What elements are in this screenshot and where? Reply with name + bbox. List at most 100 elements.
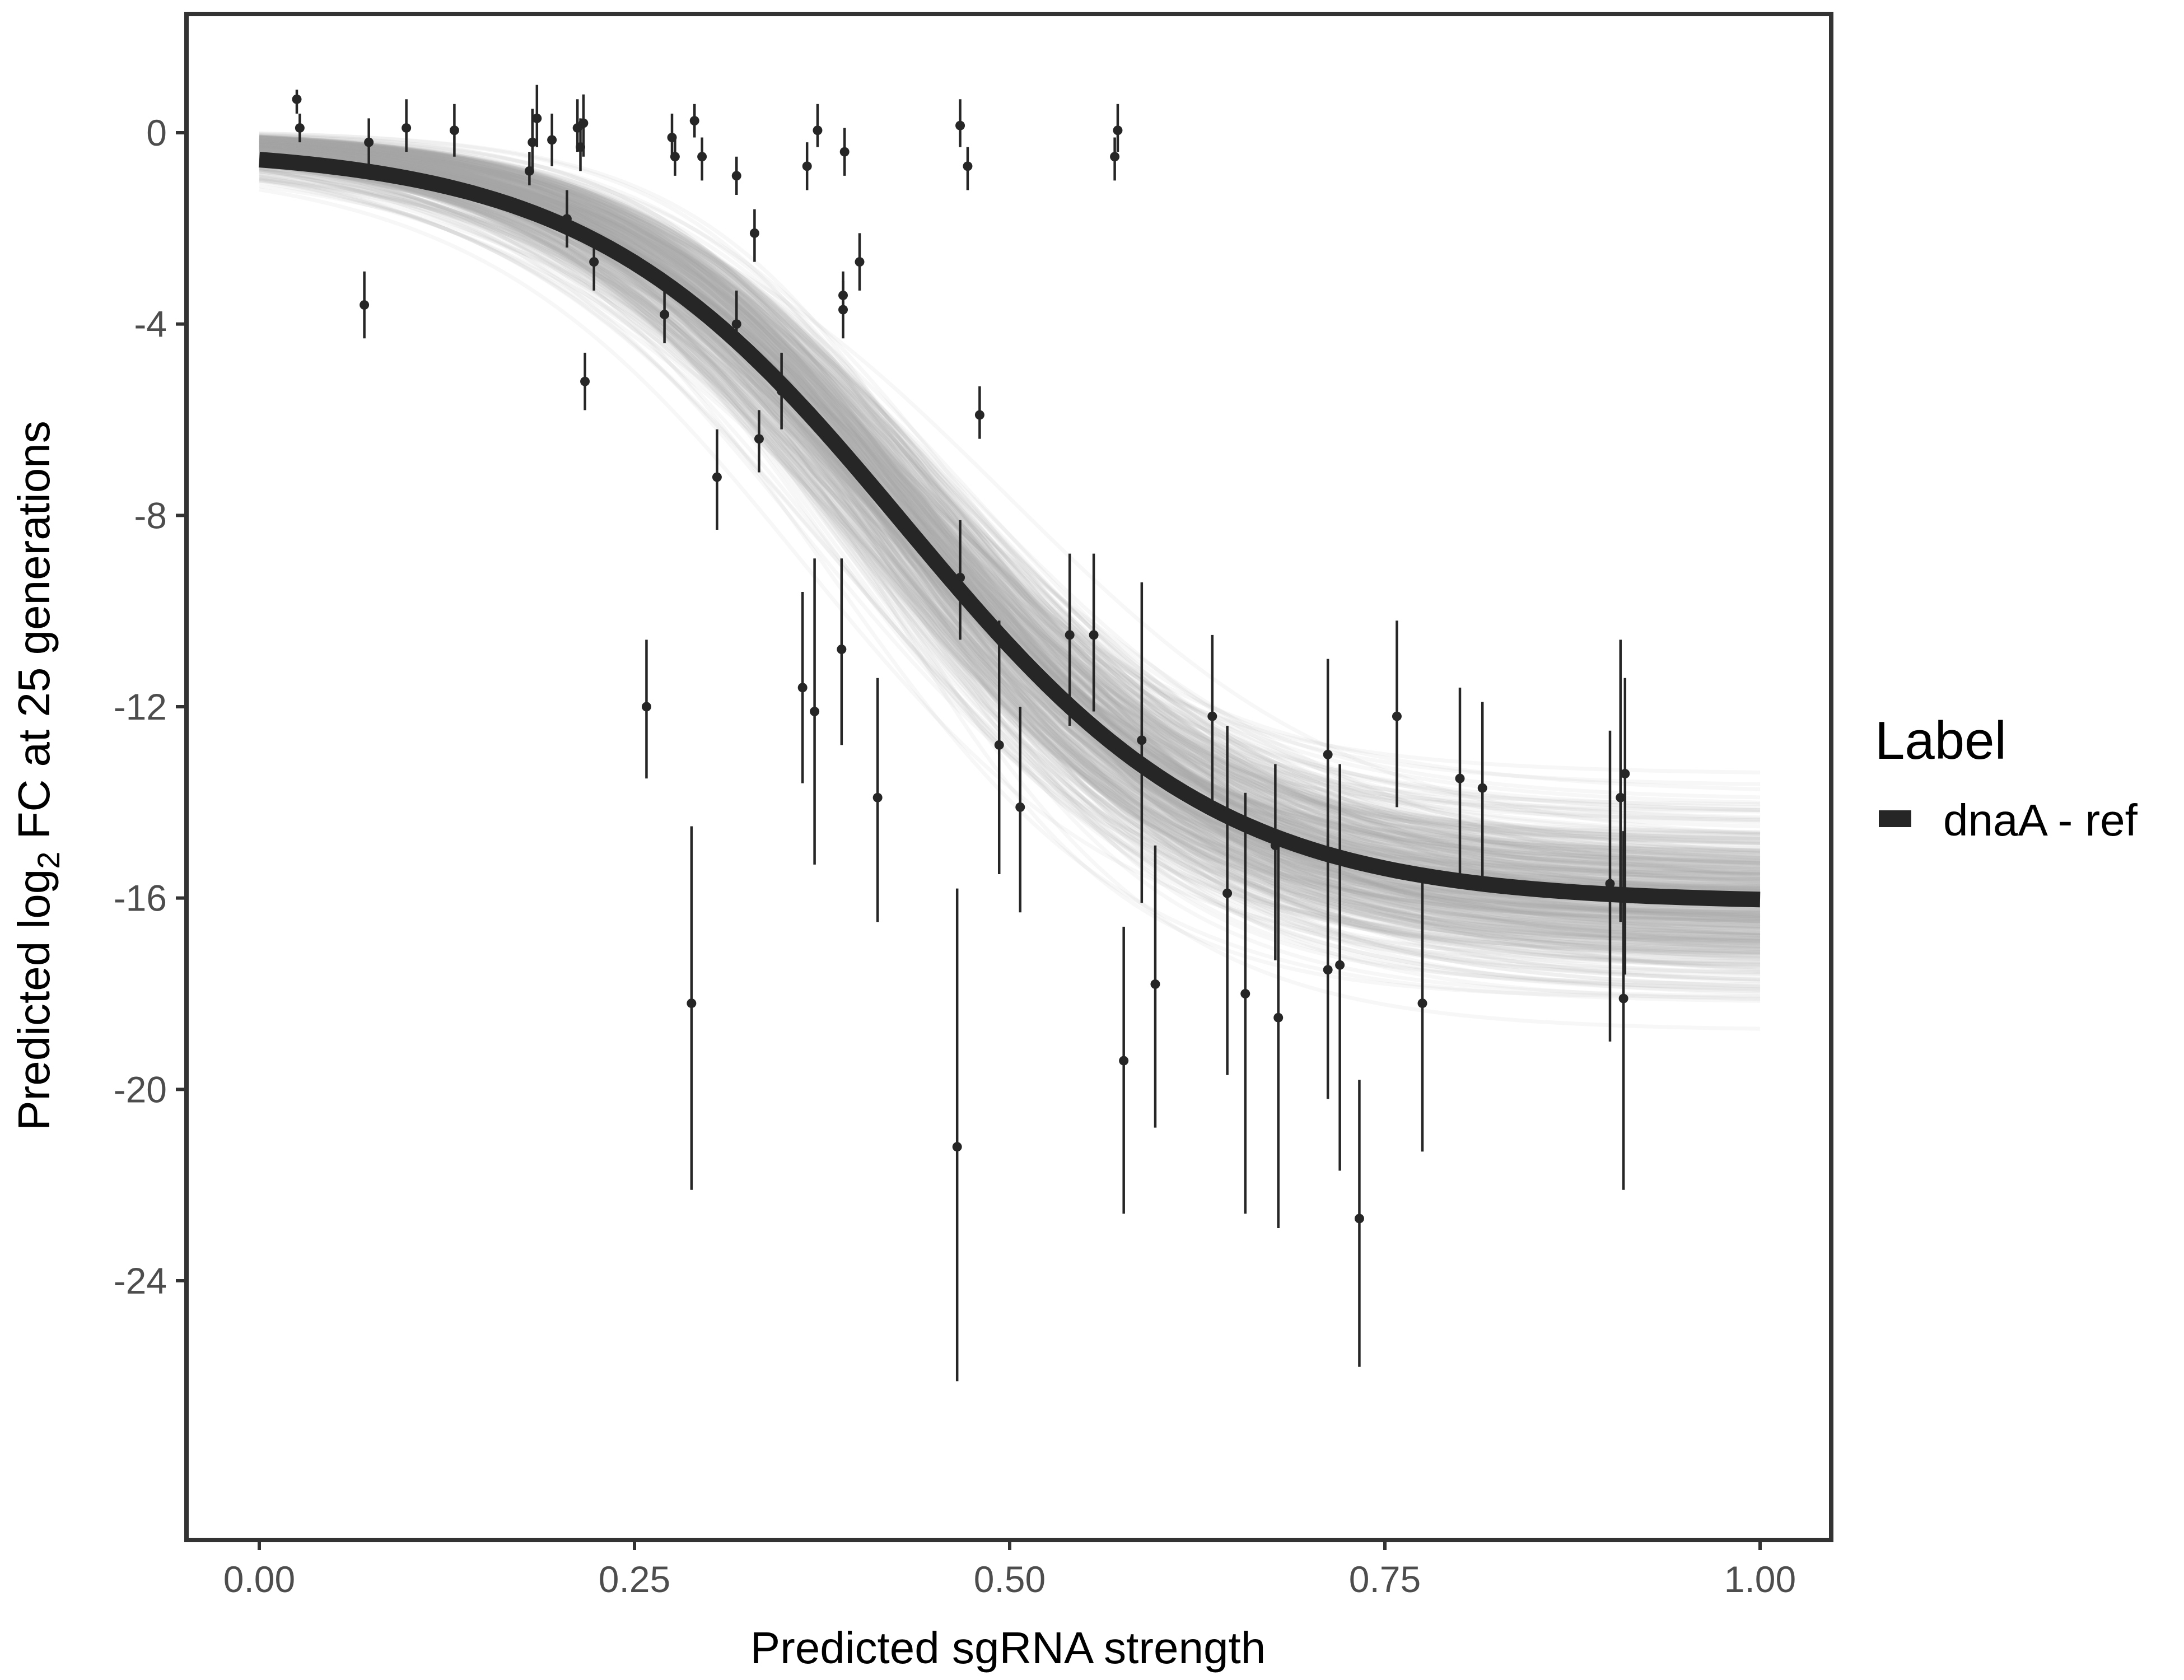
posterior-draw — [259, 137, 1761, 1001]
posterior-draw — [259, 164, 1761, 969]
posterior-draw — [259, 143, 1761, 911]
data-point — [777, 386, 787, 396]
data-point — [670, 152, 680, 162]
posterior-draw — [259, 142, 1761, 918]
posterior-draw — [259, 137, 1761, 890]
posterior-draw — [259, 160, 1761, 885]
data-point — [1273, 1012, 1284, 1023]
data-point — [528, 137, 538, 147]
y-tick-label: -8 — [134, 494, 167, 536]
posterior-draw — [259, 169, 1761, 875]
posterior-draw — [259, 141, 1761, 982]
posterior-draw — [259, 136, 1761, 864]
posterior-draw — [259, 158, 1761, 867]
fit-line — [258, 152, 1761, 908]
posterior-draw — [259, 152, 1761, 860]
data-point — [1270, 841, 1280, 851]
posterior-draw — [259, 137, 1761, 845]
y-tick-label: -12 — [114, 686, 167, 727]
posterior-draw — [259, 152, 1761, 942]
posterior-draw — [259, 145, 1761, 937]
posterior-draw — [259, 159, 1761, 856]
posterior-draw — [259, 146, 1761, 904]
posterior-draw — [259, 153, 1761, 894]
posterior-draw — [259, 143, 1761, 864]
posterior-draw — [259, 138, 1761, 855]
posterior-draw — [259, 166, 1761, 837]
data-point — [576, 142, 586, 152]
posterior-draw — [259, 136, 1761, 920]
data-point — [1455, 773, 1465, 783]
posterior-draw — [259, 139, 1761, 912]
data-point — [1335, 960, 1345, 970]
data-point — [524, 166, 534, 176]
posterior-draw — [259, 142, 1761, 813]
posterior-draw — [259, 144, 1761, 880]
posterior-draw — [259, 142, 1761, 800]
posterior-draw — [259, 167, 1761, 944]
posterior-draw — [259, 153, 1761, 927]
posterior-draw — [259, 136, 1761, 834]
posterior-draw — [259, 137, 1761, 940]
data-point — [963, 161, 973, 171]
data-point — [689, 116, 699, 126]
posterior-draw — [259, 136, 1761, 908]
posterior-draw — [259, 143, 1761, 889]
posterior-draw — [259, 166, 1761, 885]
posterior-draw — [259, 137, 1761, 896]
posterior-draw — [259, 138, 1761, 863]
data-point — [589, 257, 599, 267]
posterior-draw — [259, 157, 1761, 920]
posterior-draw — [259, 136, 1761, 913]
posterior-draw — [259, 149, 1761, 862]
posterior-draw — [259, 153, 1761, 907]
posterior-draw — [259, 137, 1761, 880]
posterior-draw — [259, 158, 1761, 878]
posterior-draw — [259, 141, 1761, 835]
posterior-draw — [259, 151, 1761, 924]
data-point — [838, 290, 848, 300]
posterior-draw — [259, 157, 1761, 986]
data-point — [1616, 792, 1626, 802]
data-point — [580, 376, 590, 386]
posterior-draw — [259, 137, 1761, 937]
posterior-draw — [259, 138, 1761, 841]
posterior-draw — [259, 136, 1761, 886]
data-point — [1323, 749, 1333, 759]
data-point — [754, 434, 764, 444]
posterior-draw — [259, 138, 1761, 948]
data-point — [974, 410, 984, 420]
data-point — [687, 998, 697, 1009]
posterior-draw — [259, 142, 1761, 889]
posterior-draw — [259, 162, 1761, 935]
posterior-draw — [259, 150, 1761, 954]
posterior-draw — [259, 157, 1761, 886]
x-tick-label: 1.00 — [1724, 1558, 1796, 1600]
x-tick-label: 0.50 — [974, 1558, 1046, 1600]
data-point — [1119, 1056, 1129, 1066]
legend-key-swatch — [1879, 810, 1911, 827]
posterior-draw — [259, 153, 1761, 958]
data-point — [955, 120, 965, 130]
data-point — [449, 125, 459, 136]
posterior-draw — [259, 153, 1761, 989]
posterior-draw — [259, 163, 1761, 939]
posterior-draw — [259, 142, 1761, 890]
posterior-draw — [259, 169, 1761, 845]
posterior-draw — [259, 136, 1761, 946]
x-tick-label: 0.75 — [1349, 1558, 1421, 1600]
data-point — [364, 137, 374, 147]
posterior-draw — [259, 158, 1761, 935]
data-point — [1392, 711, 1402, 721]
x-axis-ticks: 0.00 0.25 0.50 0.75 1.00 — [223, 1540, 1796, 1600]
posterior-draw — [259, 179, 1761, 894]
posterior-draw — [259, 136, 1761, 915]
posterior-draw — [259, 142, 1761, 865]
posterior-draw — [259, 143, 1761, 918]
data-point — [292, 94, 302, 104]
posterior-draw — [259, 142, 1761, 881]
posterior-draw — [259, 153, 1761, 920]
posterior-draw — [259, 164, 1761, 809]
posterior-draw — [259, 142, 1761, 854]
posterior-draw — [259, 150, 1761, 996]
